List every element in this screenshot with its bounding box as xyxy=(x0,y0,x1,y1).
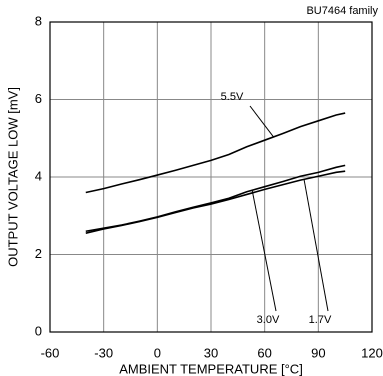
y-axis-label: OUTPUT VOLTAGE LOW [mV] xyxy=(5,87,20,267)
y-tick-label: 8 xyxy=(35,13,42,28)
leader-line xyxy=(249,105,275,138)
y-tick-label: 6 xyxy=(35,91,42,106)
y-tick-label: 0 xyxy=(35,323,42,338)
x-tick-label: 60 xyxy=(257,345,271,360)
x-tick-label: 0 xyxy=(154,345,161,360)
x-axis-label: AMBIENT TEMPERATURE [°C] xyxy=(119,361,303,376)
y-tick-label: 4 xyxy=(35,168,42,183)
x-tick-label: -60 xyxy=(41,345,60,360)
leader-line xyxy=(303,179,329,312)
x-tick-label: 120 xyxy=(361,345,383,360)
series-label: 5.5V xyxy=(221,91,244,103)
x-tick-label: 90 xyxy=(311,345,325,360)
x-tick-label: 30 xyxy=(204,345,218,360)
series-line xyxy=(85,112,346,194)
series-label: 3.0V xyxy=(257,314,280,326)
x-tick-label: -30 xyxy=(94,345,113,360)
plot-frame xyxy=(49,21,373,333)
series-line xyxy=(85,170,346,234)
series-label: 1.7V xyxy=(309,314,332,326)
y-tick-label: 2 xyxy=(35,246,42,261)
leader-line xyxy=(251,190,277,312)
chart-title: BU7464 family xyxy=(306,5,378,17)
series-line xyxy=(85,164,346,233)
